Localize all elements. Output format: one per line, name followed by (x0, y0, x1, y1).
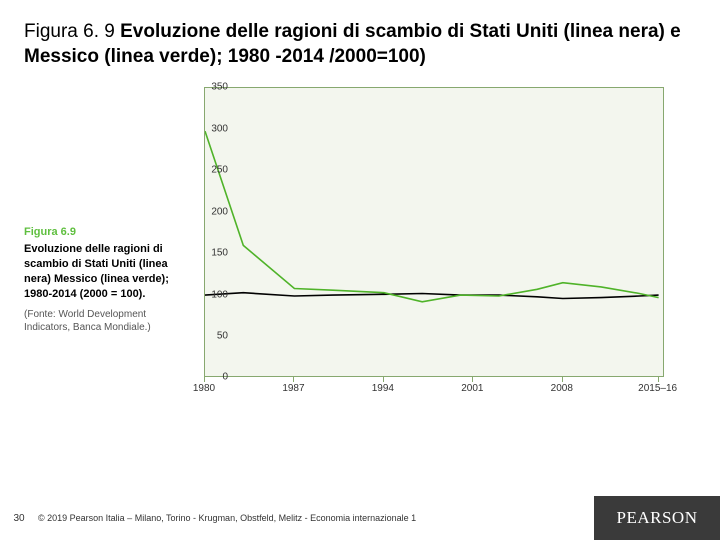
figure-area: Figura 6.9 Evoluzione delle ragioni di s… (24, 75, 696, 445)
caption-fig-label: Figura 6.9 (24, 225, 169, 240)
y-tick-label: 300 (200, 123, 228, 134)
x-tick-label: 1987 (282, 383, 304, 394)
x-tick-mark (383, 377, 384, 382)
series-line (205, 293, 659, 299)
y-tick-label: 100 (200, 289, 228, 300)
x-tick-label: 2008 (551, 383, 573, 394)
x-tick-mark (562, 377, 563, 382)
chart-svg (205, 88, 665, 378)
slide: Figura 6. 9 Evoluzione delle ragioni di … (0, 0, 720, 540)
y-tick-label: 200 (200, 206, 228, 217)
x-tick-label: 1994 (372, 383, 394, 394)
x-tick-mark (472, 377, 473, 382)
line-chart: 0501001502002503003501980198719942001200… (174, 81, 694, 413)
slide-title: Figura 6. 9 Evoluzione delle ragioni di … (24, 20, 696, 69)
x-tick-label: 1980 (193, 383, 215, 394)
figure-caption: Figura 6.9 Evoluzione delle ragioni di s… (24, 225, 169, 334)
caption-source: (Fonte: World Development Indicators, Ba… (24, 308, 169, 335)
caption-fig-title: Evoluzione delle ragioni di scambio di S… (24, 242, 169, 301)
x-tick-mark (658, 377, 659, 382)
page-number: 30 (0, 513, 38, 524)
brand-logo: PEARSON (594, 496, 720, 540)
y-tick-label: 150 (200, 248, 228, 259)
x-tick-mark (204, 377, 205, 382)
y-tick-label: 250 (200, 165, 228, 176)
x-tick-label: 2015–16 (638, 383, 677, 394)
series-line (205, 131, 659, 302)
x-tick-mark (293, 377, 294, 382)
footer: 30 © 2019 Pearson Italia – Milano, Torin… (0, 496, 720, 540)
y-tick-label: 350 (200, 82, 228, 93)
title-bold: Evoluzione delle ragioni di scambio di S… (24, 21, 681, 67)
copyright-text: © 2019 Pearson Italia – Milano, Torino -… (38, 513, 594, 524)
y-tick-label: 50 (200, 330, 228, 341)
brand-text: PEARSON (617, 508, 698, 528)
plot-area (204, 87, 664, 377)
title-lead: Figura 6. 9 (24, 21, 120, 42)
x-tick-label: 2001 (461, 383, 483, 394)
